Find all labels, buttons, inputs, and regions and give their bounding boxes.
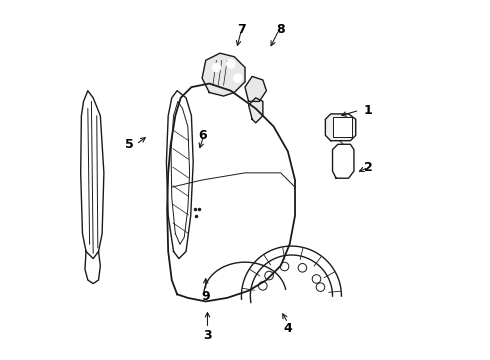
Text: 3: 3	[203, 329, 212, 342]
Text: 5: 5	[124, 138, 133, 151]
Text: 9: 9	[201, 289, 210, 303]
Text: 4: 4	[284, 322, 292, 335]
Circle shape	[234, 74, 242, 82]
Circle shape	[226, 60, 235, 68]
Text: 2: 2	[364, 161, 372, 174]
Bar	[333, 117, 352, 137]
Text: 8: 8	[276, 23, 285, 36]
Circle shape	[212, 63, 220, 72]
Text: 6: 6	[198, 129, 206, 142]
Polygon shape	[245, 76, 267, 102]
Polygon shape	[248, 98, 263, 123]
Polygon shape	[325, 114, 356, 141]
Text: 1: 1	[364, 104, 372, 117]
Polygon shape	[202, 53, 245, 96]
Text: 7: 7	[237, 23, 246, 36]
